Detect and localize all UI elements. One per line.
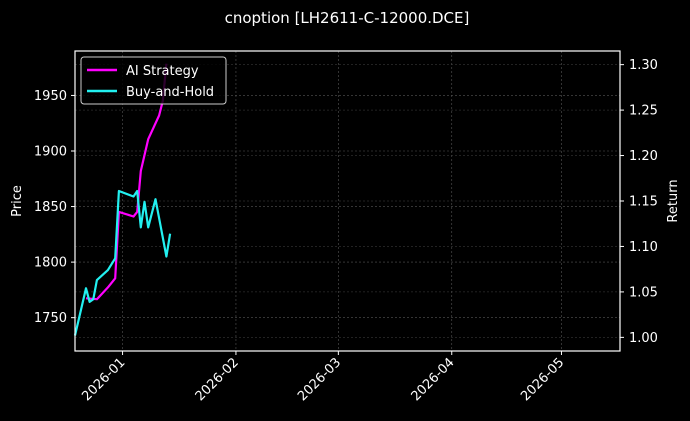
y-axis-label-right: Return bbox=[666, 179, 681, 222]
series-line-ai-strategy bbox=[85, 63, 168, 301]
x-tick-label: 2026-03 bbox=[295, 355, 344, 404]
y-axis-right: 1.00 1.05 1.10 1.15 1.20 1.25 1.30 bbox=[620, 58, 658, 346]
y-tick-label-right: 1.10 bbox=[629, 240, 658, 255]
y-tick-label-right: 1.25 bbox=[629, 104, 658, 119]
x-tick-label: 2026-04 bbox=[409, 355, 458, 404]
x-axis: 2026-01 2026-02 2026-03 2026-04 2026-05 bbox=[79, 351, 567, 404]
y-tick-label-right: 1.00 bbox=[629, 331, 658, 346]
y-tick-label-right: 1.20 bbox=[629, 149, 658, 164]
y-tick-label-left: 1850 bbox=[34, 200, 67, 215]
x-tick-label: 2026-01 bbox=[79, 355, 128, 404]
y-tick-label-right: 1.15 bbox=[629, 195, 658, 210]
x-tick-label: 2026-02 bbox=[193, 355, 242, 404]
plot-lines bbox=[73, 63, 172, 336]
legend-box bbox=[80, 56, 227, 105]
grid-lines bbox=[75, 51, 620, 351]
legend: AI Strategy Buy-and-Hold bbox=[80, 56, 227, 105]
y-axis-label-left: Price bbox=[10, 185, 25, 217]
y-tick-label-right: 1.30 bbox=[629, 58, 658, 73]
y-tick-label-right: 1.05 bbox=[629, 285, 658, 300]
chart-title: cnoption [LH2611-C-12000.DCE] bbox=[225, 9, 470, 27]
y-tick-label-left: 1800 bbox=[34, 256, 67, 271]
y-tick-label-left: 1950 bbox=[34, 89, 67, 104]
y-axis-left: 1750 1800 1850 1900 1950 bbox=[34, 89, 75, 326]
y-tick-label-left: 1750 bbox=[34, 311, 67, 326]
legend-label-ai-strategy: AI Strategy bbox=[126, 64, 199, 79]
legend-label-buy-and-hold: Buy-and-Hold bbox=[126, 85, 214, 100]
series-line-buy-and-hold bbox=[73, 189, 172, 336]
x-tick-label: 2026-05 bbox=[518, 355, 567, 404]
y-tick-label-left: 1900 bbox=[34, 145, 67, 160]
